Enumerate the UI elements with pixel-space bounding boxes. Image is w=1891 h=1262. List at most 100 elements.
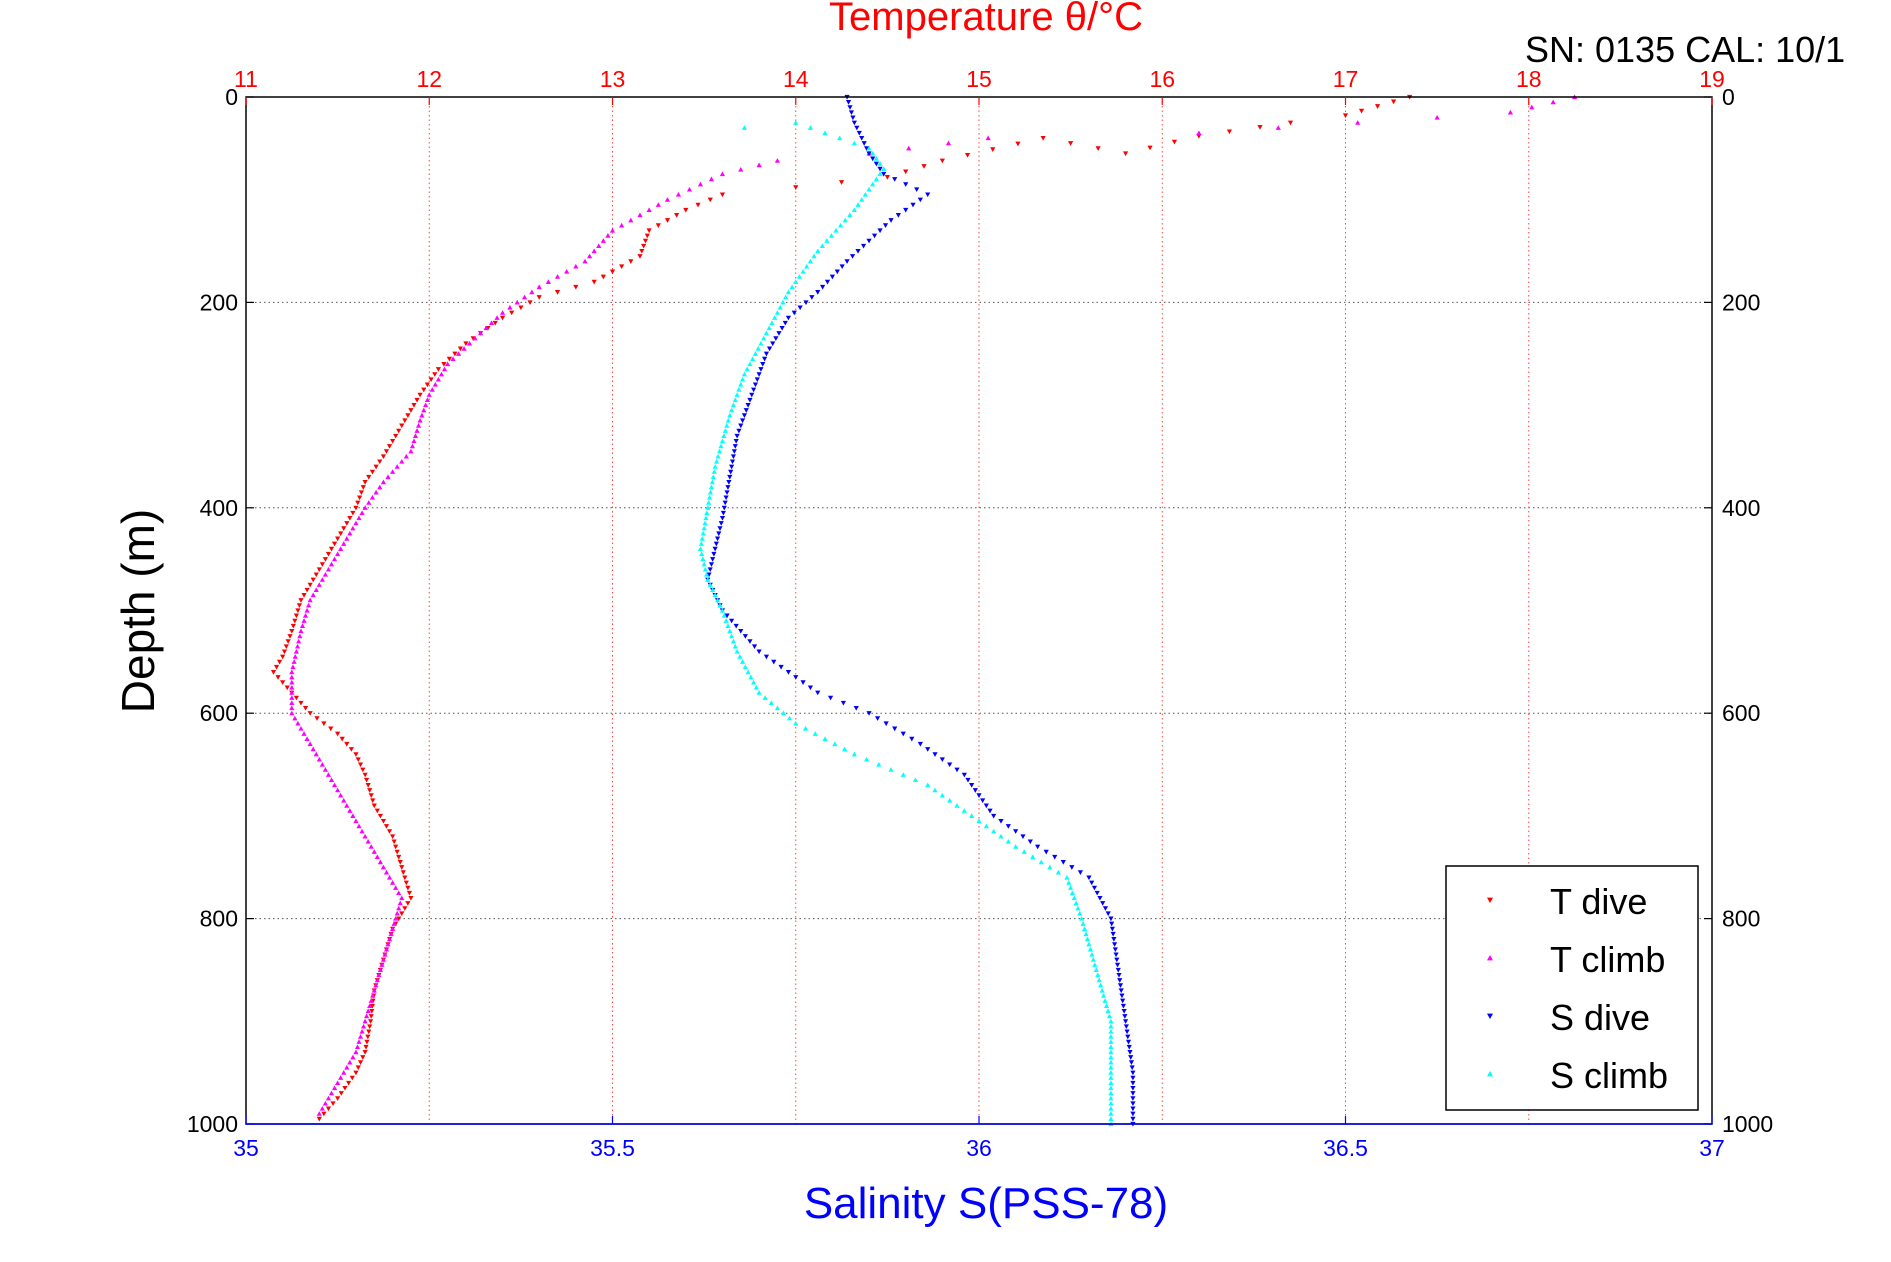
data-point [304, 607, 310, 613]
data-point [637, 212, 643, 218]
data-point [1066, 880, 1072, 885]
data-point [917, 197, 923, 203]
data-point [328, 777, 335, 783]
data-point [344, 536, 350, 541]
data-point [354, 1044, 361, 1050]
data-point [707, 489, 714, 495]
data-point [871, 233, 878, 239]
data-point [521, 294, 528, 300]
y-tick-label-right: 800 [1722, 906, 1760, 932]
series-t-climb [289, 94, 1578, 1116]
data-point [370, 993, 376, 998]
data-point [939, 757, 945, 763]
data-point [761, 335, 767, 341]
data-point [338, 1075, 344, 1080]
data-point [1374, 104, 1381, 109]
data-point [1097, 895, 1103, 901]
data-point [339, 736, 345, 742]
data-point [748, 674, 754, 680]
data-point [838, 222, 844, 228]
data-point [639, 248, 645, 254]
data-point [341, 1070, 347, 1075]
data-point [360, 767, 366, 773]
data-point [819, 243, 825, 248]
data-point [877, 171, 883, 177]
data-point [734, 648, 740, 654]
data-point [1043, 849, 1049, 855]
data-point [1112, 947, 1118, 953]
data-point [780, 299, 786, 305]
data-point [1110, 931, 1116, 937]
data-point [1020, 834, 1026, 840]
data-point [356, 823, 362, 829]
data-point [1117, 983, 1124, 988]
data-point [335, 787, 341, 793]
data-point [853, 705, 859, 711]
data-point [1130, 1091, 1136, 1096]
data-point [338, 531, 344, 537]
data-point [707, 197, 713, 203]
data-point [335, 551, 341, 557]
data-point [729, 459, 736, 465]
data-point [424, 397, 431, 403]
data-point [338, 792, 344, 798]
data-point [827, 695, 834, 701]
data-point [705, 505, 711, 510]
data-point [740, 418, 746, 424]
data-point [1129, 1065, 1135, 1071]
data-point [358, 490, 365, 495]
data-point [554, 290, 561, 295]
data-point [709, 479, 715, 485]
data-point [1064, 874, 1070, 880]
data-point [1075, 905, 1081, 911]
data-point [778, 664, 784, 670]
data-point [701, 525, 707, 531]
y-tick-label-right: 600 [1722, 700, 1760, 726]
data-point [359, 1028, 365, 1034]
data-point [368, 1014, 374, 1019]
data-point [1096, 977, 1102, 983]
data-point [976, 793, 982, 798]
data-point [273, 664, 280, 670]
data-point [729, 618, 735, 624]
data-point [715, 453, 721, 459]
data-point [357, 762, 364, 768]
data-point [1079, 916, 1085, 921]
data-point [637, 254, 643, 259]
data-point [325, 772, 332, 777]
data-point [738, 166, 744, 172]
data-point [331, 782, 338, 788]
data-point [293, 613, 299, 619]
data-point [353, 520, 359, 526]
data-point [710, 557, 716, 562]
data-point [353, 1049, 359, 1055]
data-point [319, 577, 325, 582]
data-point [289, 679, 295, 685]
data-point [697, 546, 704, 551]
x-bottom-tick-label: 36.5 [1323, 1135, 1368, 1161]
data-point [976, 818, 982, 824]
data-point [293, 695, 299, 701]
data-point [1358, 108, 1365, 114]
data-point [720, 510, 726, 516]
data-point [1108, 1039, 1114, 1044]
data-point [828, 233, 835, 238]
data-point [1114, 957, 1120, 963]
data-point [793, 675, 799, 680]
data-point [289, 705, 295, 711]
data-point [428, 377, 434, 383]
data-point [514, 299, 520, 305]
data-point [1108, 1049, 1114, 1055]
data-point [856, 130, 862, 136]
data-point [408, 895, 414, 901]
data-point [292, 618, 298, 624]
data-point [987, 808, 993, 814]
data-point [714, 536, 721, 542]
data-point [983, 823, 989, 829]
data-point [402, 906, 408, 911]
data-point [769, 320, 775, 326]
data-point [483, 325, 489, 331]
data-point [766, 325, 772, 331]
data-point [297, 633, 303, 639]
